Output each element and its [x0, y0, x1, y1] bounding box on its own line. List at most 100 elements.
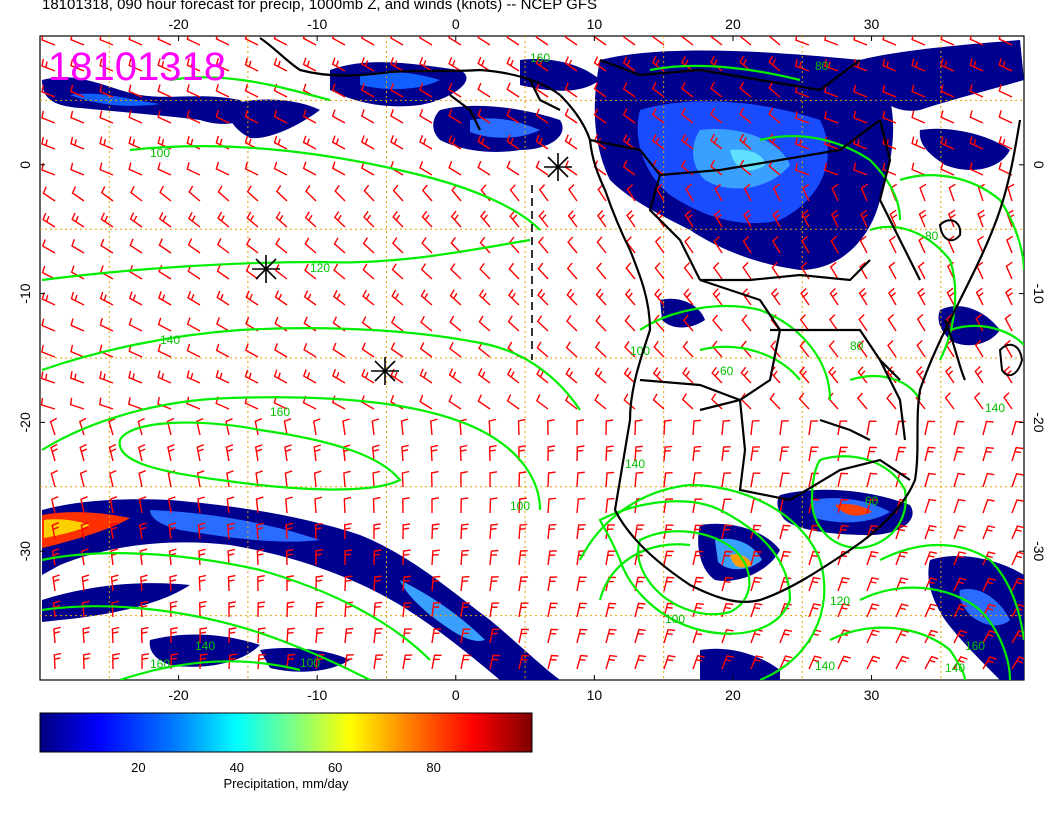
wind-barb [138, 470, 146, 488]
wind-barb [605, 628, 617, 644]
wind-barb [78, 417, 87, 436]
wind-barb [564, 36, 578, 46]
wind-barb [488, 418, 497, 436]
wind-barb [70, 371, 85, 384]
wind-barb [390, 315, 404, 332]
wind-barb [721, 472, 732, 488]
wind-barb [157, 317, 172, 332]
wind-barb [137, 417, 145, 436]
wind-barb [477, 368, 491, 384]
wind-barb [449, 263, 462, 280]
wind-barb [710, 107, 723, 124]
wind-barb [333, 211, 346, 228]
wind-barb [605, 550, 616, 566]
wind-barb [285, 522, 294, 540]
colorbar-label: 20 [131, 760, 146, 775]
wind-barb [70, 318, 85, 332]
wind-barb [304, 211, 317, 228]
wind-barb [576, 602, 588, 618]
wind-barb [460, 654, 471, 670]
wind-barb [712, 314, 723, 332]
contour-label: 160 [150, 657, 170, 671]
wind-barb [824, 84, 839, 98]
wind-barb [911, 110, 926, 124]
wind-barb [853, 36, 868, 46]
wind-barb [944, 392, 955, 410]
wind-barb [911, 36, 926, 46]
wind-barb [594, 393, 607, 410]
wind-barb [739, 107, 752, 124]
wind-barb [216, 264, 230, 280]
wind-barb [977, 209, 986, 228]
wind-barb [225, 444, 234, 462]
wind-barb [882, 84, 897, 98]
wind-barb [431, 602, 441, 618]
wind-barb [52, 574, 60, 592]
wind-barb [215, 343, 230, 358]
wind-barb [712, 262, 723, 280]
wind-barb [99, 265, 114, 280]
wind-barb [99, 291, 114, 306]
wind-barb [448, 82, 462, 98]
wind-barb [198, 600, 207, 618]
wind-barb [895, 655, 910, 670]
wind-barb [257, 653, 267, 670]
wind-barb [304, 263, 317, 280]
wind-barb [866, 446, 877, 462]
wind-barb [537, 236, 549, 254]
wind-barb [157, 344, 172, 358]
wind-barb [750, 524, 762, 540]
wind-barb [361, 342, 375, 358]
wind-barb [41, 110, 56, 124]
wind-barb [450, 210, 462, 228]
wind-barb [750, 446, 760, 462]
wind-barb [479, 210, 491, 228]
wind-barb [974, 339, 984, 358]
wind-barb [564, 108, 578, 124]
wind-barb [681, 107, 694, 124]
contour-label: 140 [815, 659, 835, 673]
wind-barb [798, 392, 810, 410]
wind-barb [51, 522, 59, 540]
wind-barb [998, 162, 1013, 176]
colorbar-label: 60 [327, 760, 343, 775]
wind-barb [140, 600, 149, 618]
wind-barb [969, 162, 984, 176]
wind-barb [538, 210, 549, 228]
wind-barb [198, 548, 206, 566]
wind-barb [547, 654, 559, 670]
wind-barb [128, 291, 143, 306]
wind-barb [779, 629, 793, 644]
wind-barb [795, 163, 810, 176]
wind-barb [419, 83, 433, 98]
wind-barb [128, 36, 143, 46]
wind-barb [917, 261, 926, 280]
wind-barb [449, 289, 462, 306]
wind-barb [750, 550, 762, 566]
wind-barb [576, 524, 586, 540]
wind-barb [196, 444, 204, 462]
wind-barb [535, 160, 549, 176]
wind-barb [919, 183, 927, 202]
wind-barb [419, 394, 433, 410]
wind-barb [1003, 339, 1013, 358]
wind-barb [228, 653, 237, 670]
wind-barb [911, 162, 926, 176]
contour-label: 80 [815, 59, 829, 73]
wind-barb [331, 161, 346, 176]
wind-barb [257, 575, 265, 592]
wind-barb [157, 110, 172, 124]
wind-barb [99, 397, 114, 410]
wind-barb [109, 496, 118, 514]
wind-barb [80, 522, 89, 540]
wind-barb [109, 469, 117, 488]
wind-barb [768, 81, 781, 98]
wind-barb [313, 418, 321, 436]
wind-barb [82, 626, 91, 644]
wind-barb [634, 445, 643, 462]
x-tick-label: 10 [587, 687, 603, 703]
wind-barb [128, 397, 143, 410]
wind-barb [535, 36, 549, 46]
wind-barb [547, 628, 559, 644]
wind-barb [837, 603, 851, 618]
